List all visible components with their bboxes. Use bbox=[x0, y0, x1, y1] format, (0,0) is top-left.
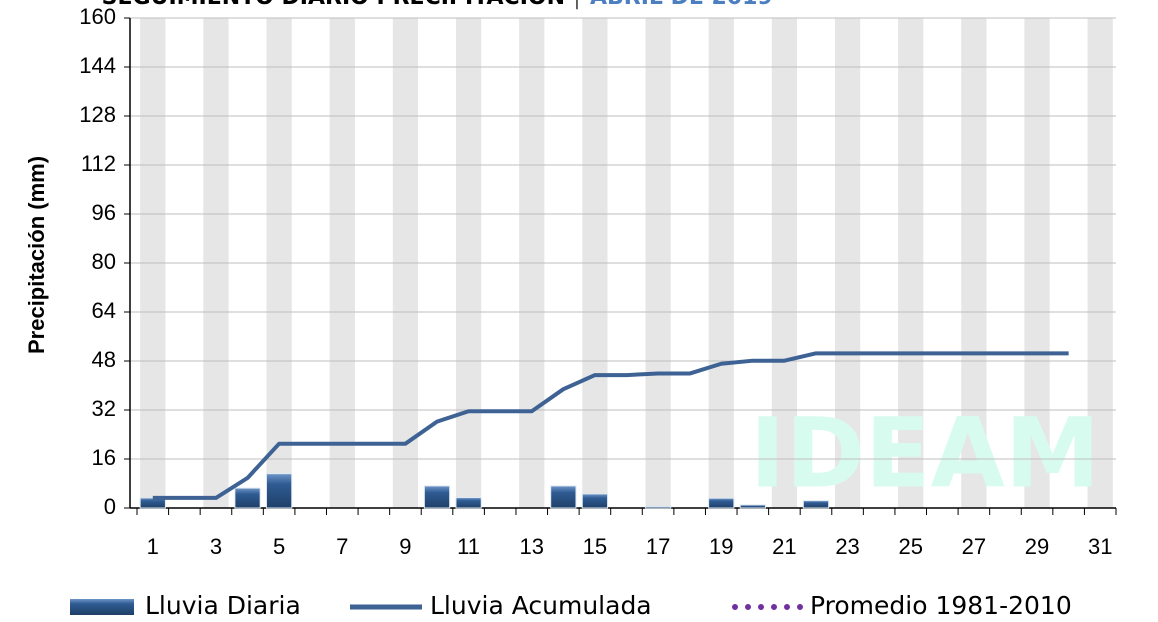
bar bbox=[265, 473, 293, 509]
x-tick-label: 9 bbox=[399, 534, 411, 559]
y-tick-label: 112 bbox=[81, 151, 116, 176]
x-tick-label: 17 bbox=[646, 534, 670, 559]
bar bbox=[423, 485, 451, 509]
y-tick-label: 144 bbox=[79, 53, 116, 78]
x-tick-label: 21 bbox=[772, 534, 796, 559]
y-tick-label: 64 bbox=[92, 298, 116, 323]
y-tick-label: 96 bbox=[92, 200, 116, 225]
y-tick-label: 48 bbox=[92, 347, 116, 372]
line bbox=[152, 351, 1069, 500]
watermark: IDEAM bbox=[750, 397, 1101, 509]
bar bbox=[581, 493, 609, 509]
legend-label: Lluvia Acumulada bbox=[430, 591, 652, 620]
chart-subtitle: ABRIL DE 2019 bbox=[590, 0, 773, 10]
bar bbox=[550, 485, 577, 509]
y-tick-label: 32 bbox=[92, 396, 116, 421]
bar bbox=[644, 505, 672, 509]
x-tick-label: 13 bbox=[520, 534, 544, 559]
bar bbox=[708, 497, 735, 509]
chart-title: SEGUIMIENTO DIARIO PRECIPITACIÓN bbox=[102, 0, 565, 10]
bar bbox=[802, 500, 830, 509]
legend-label: Promedio 1981-2010 bbox=[810, 591, 1072, 620]
y-axis-label: Precipitación (mm) bbox=[24, 156, 49, 354]
x-tick-label: 15 bbox=[583, 534, 607, 559]
y-tick-label: 0 bbox=[104, 494, 116, 519]
bar bbox=[455, 497, 482, 509]
x-tick-label: 31 bbox=[1088, 534, 1112, 559]
legend-swatch bbox=[70, 599, 134, 615]
x-tick-label: 25 bbox=[898, 534, 922, 559]
x-tick-label: 1 bbox=[147, 534, 159, 559]
title-separator: | bbox=[573, 0, 580, 10]
x-tick-label: 19 bbox=[709, 534, 733, 559]
x-tick-label: 3 bbox=[210, 534, 222, 559]
x-tick-label: 7 bbox=[336, 534, 348, 559]
x-tick-label: 11 bbox=[457, 534, 480, 559]
bar bbox=[739, 504, 766, 509]
x-tick-label: 27 bbox=[962, 534, 986, 559]
legend-label: Lluvia Diaria bbox=[145, 591, 301, 620]
x-tick-label: 5 bbox=[273, 534, 285, 559]
y-tick-label: 16 bbox=[92, 445, 116, 470]
x-tick-label: 29 bbox=[1025, 534, 1049, 559]
x-tick-label: 23 bbox=[835, 534, 859, 559]
y-tick-label: 80 bbox=[92, 249, 116, 274]
bar bbox=[234, 487, 261, 509]
y-tick-label: 128 bbox=[79, 102, 116, 127]
y-tick-label: 160 bbox=[79, 4, 116, 29]
